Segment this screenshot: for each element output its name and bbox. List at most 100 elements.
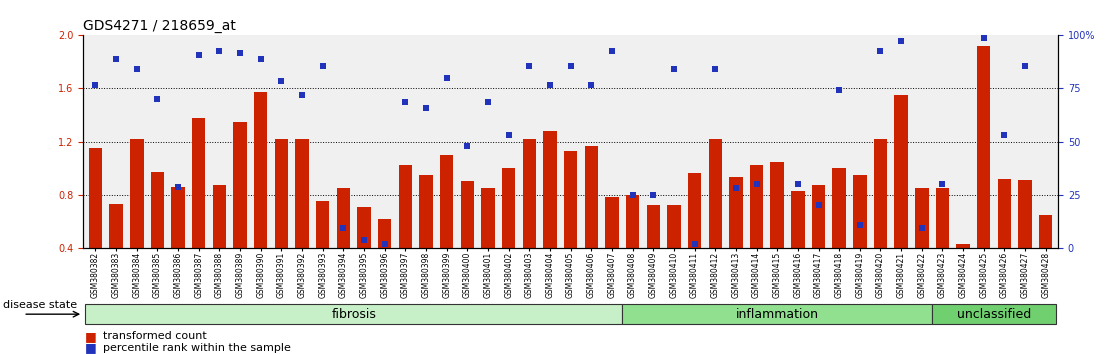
Bar (564, 151, 577, 248)
Point (273, 78, 290, 83)
Bar (770, 161, 783, 248)
Point (1037, 289, 1055, 295)
Point (438, 75, 455, 81)
Point (665, 66, 683, 72)
Text: transformed count: transformed count (103, 331, 207, 341)
Point (211, 48, 228, 54)
Bar (791, 191, 804, 248)
Point (479, 99, 496, 104)
Text: GDS4271 / 218659_at: GDS4271 / 218659_at (83, 19, 236, 33)
Point (335, 225, 352, 231)
Point (541, 82, 558, 87)
Bar (543, 131, 556, 248)
Point (521, 63, 538, 69)
Text: disease state: disease state (3, 300, 78, 310)
Bar (337, 188, 350, 248)
Bar (997, 179, 1012, 248)
Bar (502, 168, 515, 248)
Point (645, 192, 663, 198)
Bar (667, 205, 680, 248)
Point (892, 38, 910, 44)
Point (789, 181, 807, 187)
Text: ■: ■ (85, 330, 98, 343)
Point (417, 105, 434, 111)
Point (996, 132, 1014, 138)
Point (913, 225, 931, 231)
Bar (130, 139, 144, 248)
Point (603, 48, 620, 54)
Bar (316, 201, 329, 248)
Point (189, 52, 207, 58)
Bar (647, 205, 660, 248)
Bar (89, 148, 102, 248)
Bar (626, 195, 639, 248)
Text: unclassified: unclassified (957, 308, 1032, 321)
Point (583, 82, 601, 87)
Point (252, 56, 269, 62)
Point (686, 241, 704, 247)
Bar (1039, 215, 1053, 248)
Bar (853, 175, 866, 248)
Bar (832, 168, 845, 248)
Point (314, 63, 331, 69)
Point (872, 48, 890, 54)
Bar (275, 139, 288, 248)
Point (170, 184, 187, 190)
Point (397, 99, 414, 104)
Bar (378, 218, 391, 248)
Bar (708, 139, 722, 248)
Point (810, 202, 828, 208)
Bar (254, 92, 267, 248)
Point (934, 181, 952, 187)
Point (107, 56, 125, 62)
Bar (357, 207, 371, 248)
Bar (936, 188, 950, 248)
Bar (523, 139, 536, 248)
Point (127, 66, 145, 72)
Bar (192, 118, 205, 248)
Text: inflammation: inflammation (736, 308, 819, 321)
Bar (894, 95, 907, 248)
Bar (296, 139, 309, 248)
Point (376, 241, 393, 247)
Bar (1018, 180, 1032, 248)
Bar (110, 204, 123, 248)
Point (975, 35, 993, 41)
Bar (399, 165, 412, 248)
Point (86, 82, 104, 87)
Point (1016, 63, 1034, 69)
Bar (977, 46, 991, 248)
Bar (623, 304, 932, 324)
Bar (729, 177, 742, 248)
Point (500, 132, 517, 138)
Point (232, 50, 249, 56)
Bar (419, 175, 433, 248)
Point (148, 96, 166, 102)
Bar (956, 244, 970, 248)
Point (294, 92, 311, 98)
Bar (440, 155, 453, 248)
Bar (234, 122, 247, 248)
Point (768, 252, 786, 257)
Bar (605, 197, 618, 248)
Point (562, 63, 579, 69)
Point (830, 87, 848, 93)
Point (851, 222, 869, 228)
Bar (812, 185, 825, 248)
Bar (932, 304, 1056, 324)
Bar (750, 165, 763, 248)
Point (727, 185, 745, 191)
Bar (172, 187, 185, 248)
Bar (85, 304, 623, 324)
Point (624, 192, 642, 198)
Text: ■: ■ (85, 341, 98, 354)
Point (748, 181, 766, 187)
Bar (151, 172, 164, 248)
Point (707, 66, 725, 72)
Bar (874, 139, 888, 248)
Text: fibrosis: fibrosis (331, 308, 376, 321)
Bar (915, 188, 929, 248)
Point (356, 237, 373, 243)
Bar (688, 173, 701, 248)
Bar (585, 145, 598, 248)
